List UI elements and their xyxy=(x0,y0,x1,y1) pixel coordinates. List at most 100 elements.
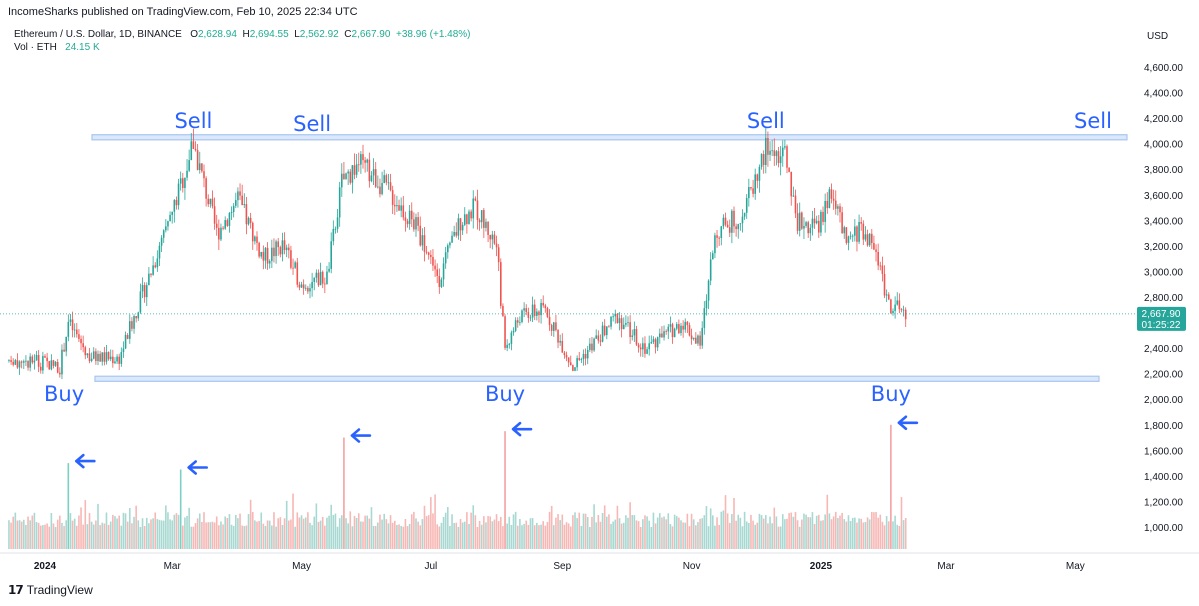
candle-body xyxy=(455,232,458,236)
volume-bar xyxy=(304,517,307,549)
volume-bar xyxy=(879,514,882,549)
candle-body xyxy=(565,355,568,358)
volume-bar xyxy=(733,497,735,549)
volume-bar xyxy=(656,517,659,549)
volume-bar xyxy=(451,514,453,549)
volume-bar xyxy=(120,525,123,549)
volume-bar xyxy=(334,513,337,549)
candle-body xyxy=(820,211,822,233)
support-zone[interactable] xyxy=(94,375,1100,382)
volume-bar xyxy=(126,521,129,549)
candle-body xyxy=(90,358,93,362)
candle-body xyxy=(525,308,528,313)
candle-body xyxy=(680,325,682,334)
candle-body xyxy=(584,353,587,359)
candle-body xyxy=(803,225,805,229)
volume-bar xyxy=(822,520,824,549)
candle-body xyxy=(76,329,78,335)
volume-bar xyxy=(737,514,740,549)
candle-body xyxy=(620,318,623,330)
candle-body xyxy=(582,353,585,360)
candle-body xyxy=(211,198,214,207)
volume-bar xyxy=(459,519,462,549)
y-tick-label: 3,400.00 xyxy=(1144,216,1183,227)
volume-bar xyxy=(198,513,201,549)
candle-body xyxy=(809,227,812,234)
volume-bar xyxy=(67,463,70,549)
candle-body xyxy=(338,187,341,218)
candle-body xyxy=(671,324,674,338)
candle-body xyxy=(824,200,826,222)
volume-bar xyxy=(741,526,744,549)
volume-bar xyxy=(413,511,415,549)
candle-body xyxy=(692,337,695,340)
y-tick-label: 4,200.00 xyxy=(1144,114,1183,125)
volume-bar xyxy=(790,512,793,549)
volume-bar xyxy=(205,522,207,549)
volume-bar xyxy=(809,517,812,549)
volume-bar xyxy=(50,512,53,549)
volume-bar xyxy=(188,507,190,549)
candle-body xyxy=(237,191,239,201)
candle-body xyxy=(726,224,729,228)
volume-bar xyxy=(184,517,186,549)
symbol-name[interactable]: Ethereum / U.S. Dollar, 1D, BINANCE xyxy=(14,29,182,40)
volume-bar xyxy=(396,524,398,549)
volume-bar xyxy=(31,515,34,549)
volume-bar xyxy=(438,526,441,549)
candle-body xyxy=(46,357,48,362)
volume-bar xyxy=(277,518,279,549)
volume-bar xyxy=(239,513,241,549)
candle-body xyxy=(203,171,205,179)
volume-bar xyxy=(99,525,101,549)
candle-body xyxy=(228,212,231,226)
volume-bar xyxy=(101,522,104,549)
candle-body xyxy=(718,237,720,239)
candle-body xyxy=(364,160,366,163)
volume-bar xyxy=(95,520,97,549)
volume-bar xyxy=(508,516,511,549)
volume-bar xyxy=(885,516,888,549)
volume-bar xyxy=(402,526,405,549)
volume-label[interactable]: Vol · ETH xyxy=(14,42,57,53)
candle-body xyxy=(508,343,511,345)
candle-body xyxy=(688,325,691,336)
arrow-left-icon xyxy=(75,453,96,469)
volume-bar xyxy=(703,515,706,549)
candle-body xyxy=(735,226,737,230)
volume-bar xyxy=(900,497,903,549)
volume-bar xyxy=(716,517,718,549)
volume-bar xyxy=(434,494,436,549)
candle-body xyxy=(741,216,744,224)
volume-bar xyxy=(832,516,835,549)
candle-body xyxy=(175,199,178,206)
candle-body xyxy=(298,284,301,288)
candle-body xyxy=(798,212,801,231)
candle-body xyxy=(400,205,402,211)
volume-bar xyxy=(608,514,610,549)
y-tick-label: 4,000.00 xyxy=(1144,140,1183,151)
low-value: 2,562.92 xyxy=(299,29,339,40)
volume-bar xyxy=(707,526,710,549)
candle-body xyxy=(247,217,250,225)
volume-bar xyxy=(44,524,46,549)
resistance-zone[interactable] xyxy=(91,134,1128,141)
tradingview-brand[interactable]: 𝟭𝟳 TradingView xyxy=(8,583,93,597)
volume-bar xyxy=(546,521,549,549)
volume-bar xyxy=(336,526,339,549)
volume-bar xyxy=(873,512,875,549)
candle-body xyxy=(148,273,150,286)
volume-bar xyxy=(834,511,837,549)
candle-body xyxy=(330,241,332,269)
candle-body xyxy=(145,285,148,298)
volume-bar xyxy=(883,525,886,549)
candle-body xyxy=(902,309,905,311)
volume-bar xyxy=(527,524,530,549)
volume-bar xyxy=(775,516,778,549)
candle-body xyxy=(449,242,451,246)
candle-body xyxy=(635,329,638,345)
candle-body xyxy=(550,324,553,331)
candle-body xyxy=(476,200,479,221)
candle-body xyxy=(245,204,248,225)
